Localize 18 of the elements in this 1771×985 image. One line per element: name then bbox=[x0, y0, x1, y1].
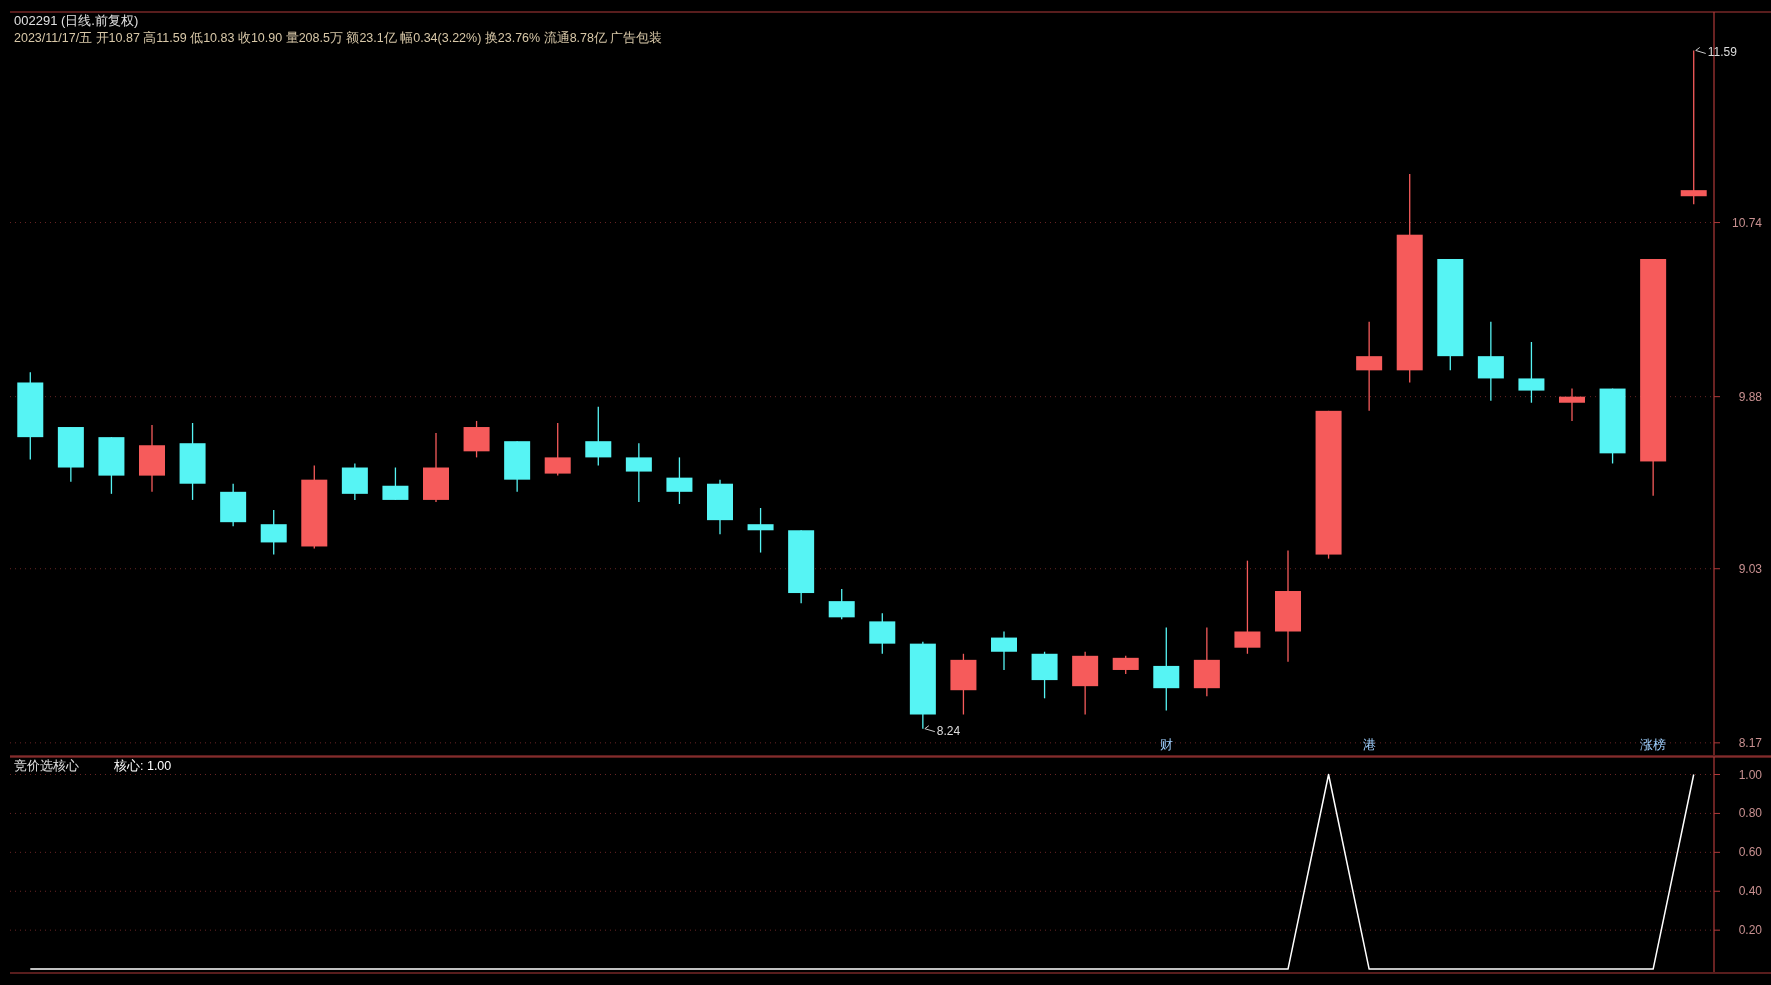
chart-title: 竞价选核心 bbox=[14, 758, 79, 773]
text: 2023/11/17/五 开10.87 高11.59 低10.83 收10.90 量208.5万 额23.1亿 幅0.34(3.22%) 换23.76% 流通8.78亿 广告包装 bbox=[14, 30, 663, 45]
text: 港 bbox=[1362, 737, 1376, 752]
y-tick-label: 9.03 bbox=[1738, 561, 1763, 576]
annotation: 11.59 bbox=[1707, 45, 1738, 60]
chart-subtitle: 核心: 1.00 bbox=[113, 758, 172, 773]
y-tick-label: 10.74 bbox=[1731, 215, 1763, 230]
y-tick-label: 0.80 bbox=[1738, 806, 1763, 821]
y-tick-label: 8.17 bbox=[1738, 735, 1763, 750]
y-tick-label: 0.20 bbox=[1738, 923, 1763, 938]
annotation: 8.24 bbox=[936, 723, 961, 738]
text: 涨榜 bbox=[1640, 737, 1667, 752]
y-tick-label: 1.00 bbox=[1738, 767, 1763, 782]
chart-title: 002291 (日线.前复权) bbox=[14, 13, 139, 28]
y-tick-label: 0.60 bbox=[1738, 845, 1763, 860]
y-tick-label: 0.40 bbox=[1738, 884, 1763, 899]
text: 财 bbox=[1159, 737, 1173, 752]
y-tick-label: 9.88 bbox=[1738, 389, 1763, 404]
